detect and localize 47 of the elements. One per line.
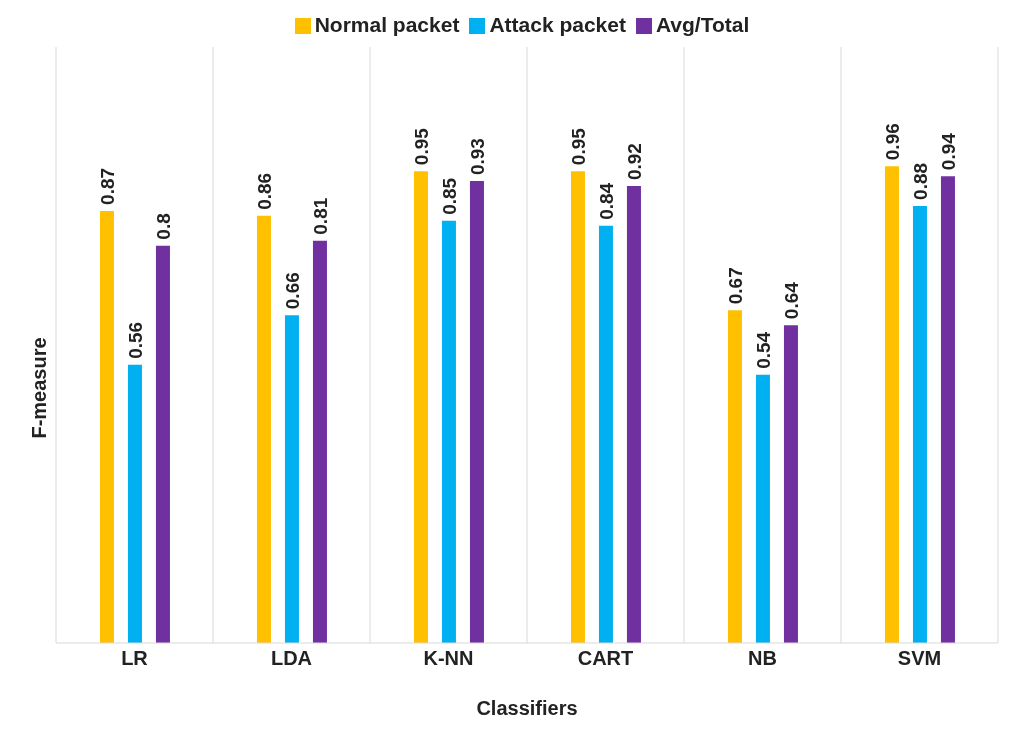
bar	[598, 225, 613, 643]
bar	[626, 186, 641, 643]
bar	[912, 205, 927, 643]
x-tick-label: SVM	[897, 647, 942, 670]
data-label: 0.88	[909, 162, 931, 200]
data-label: 0.64	[780, 281, 802, 320]
bar	[570, 171, 585, 643]
legend-label: Attack packet	[489, 13, 626, 36]
data-label: 0.93	[466, 138, 488, 176]
data-label: 0.96	[881, 123, 903, 161]
data-label: 0.81	[309, 197, 331, 235]
bar	[284, 315, 299, 643]
data-label: 0.84	[595, 182, 617, 220]
bar	[755, 374, 770, 643]
bar	[127, 364, 142, 643]
data-label: 0.92	[623, 143, 645, 181]
x-tick-label: K-NN	[423, 647, 474, 670]
legend-label: Avg/Total	[655, 13, 750, 36]
bar	[312, 240, 327, 643]
bar	[783, 325, 798, 643]
data-label: 0.66	[281, 272, 303, 310]
bar	[441, 220, 456, 643]
bar	[884, 166, 899, 643]
data-label: 0.67	[724, 267, 746, 305]
x-tick-label: CART	[577, 647, 634, 670]
data-label: 0.8	[152, 213, 174, 240]
x-tick-label: LR	[121, 647, 149, 670]
y-axis-title: F-measure	[28, 337, 50, 439]
bar	[413, 171, 428, 643]
data-label: 0.94	[937, 132, 959, 171]
data-label: 0.95	[567, 127, 589, 166]
bar	[469, 181, 484, 643]
data-label: 0.95	[410, 127, 432, 166]
data-label: 0.87	[96, 167, 118, 205]
bar	[155, 245, 170, 643]
data-label: 0.56	[124, 321, 146, 359]
bar	[256, 215, 271, 643]
data-label: 0.54	[752, 331, 774, 369]
x-tick-label: LDA	[270, 647, 313, 670]
bar	[99, 210, 114, 643]
legend-label: Normal packet	[314, 13, 460, 36]
data-label: 0.85	[438, 177, 460, 215]
x-axis-title: Classifiers	[476, 697, 578, 719]
x-tick-label: NB	[748, 647, 777, 670]
bar	[940, 176, 955, 643]
bar	[727, 310, 742, 643]
data-label: 0.86	[253, 172, 275, 210]
